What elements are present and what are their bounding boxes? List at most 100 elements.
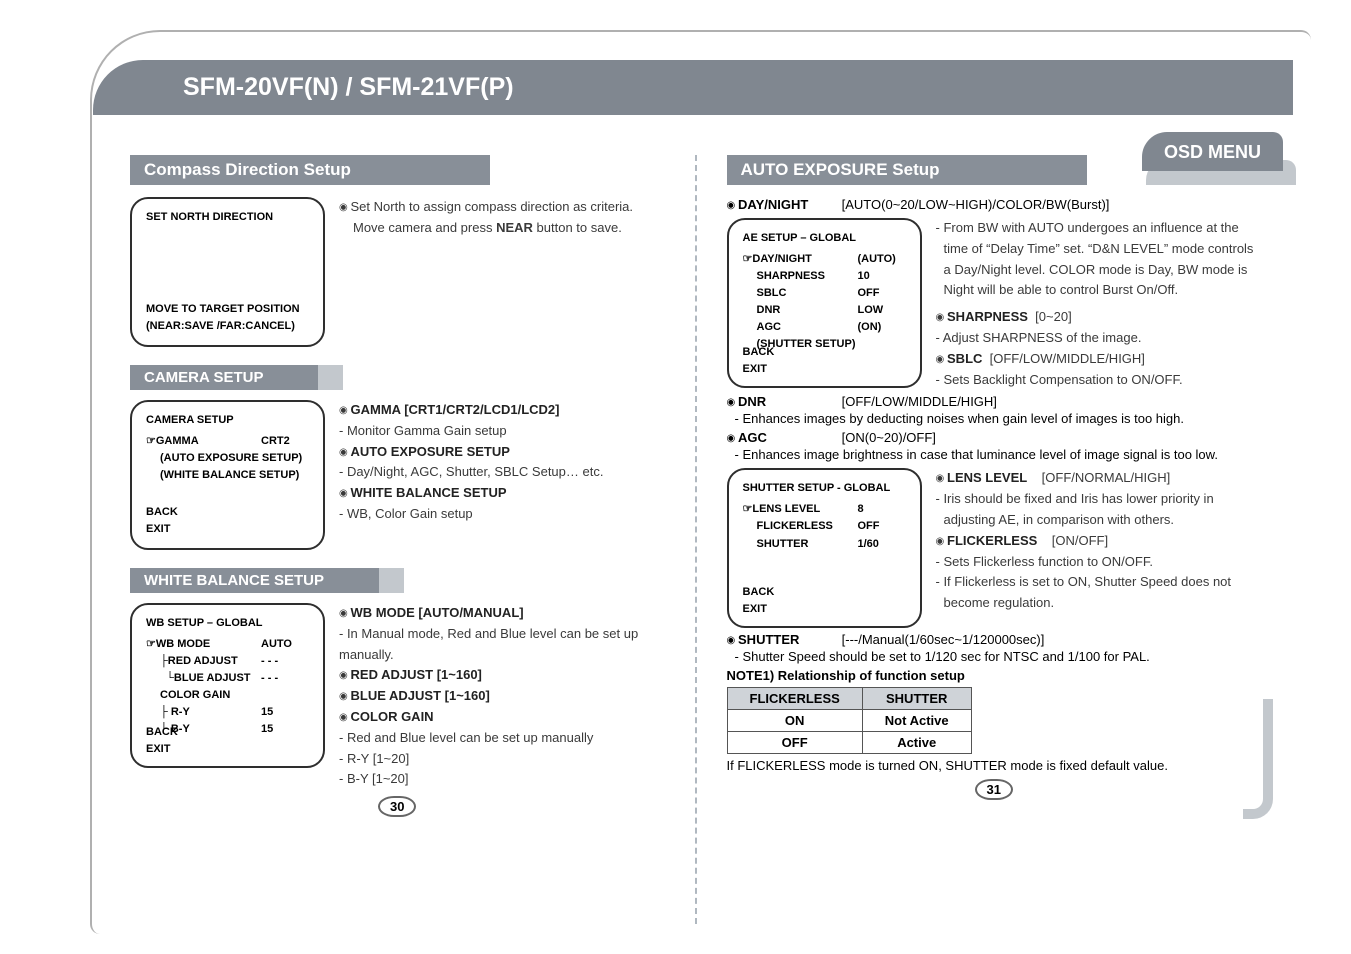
camera-desc: GAMMA [CRT1/CRT2/LCD1/LCD2] - Monitor Ga… — [339, 400, 665, 525]
compass-desc-bullet: Set North to assign compass direction as… — [351, 199, 634, 214]
right-column: AUTO EXPOSURE Setup DAY/NIGHT [AUTO(0~20… — [727, 155, 1262, 924]
ae1-back: BACK — [743, 344, 775, 361]
ae-it2-1s2: - If Flickerless is set to ON, Shutter S… — [936, 572, 1262, 614]
ae1-r3-v: LOW — [858, 302, 906, 319]
ae-note-table: FLICKERLESS SHUTTER ON Not Active OFF Ac… — [727, 687, 972, 754]
camera-box-title: CAMERA SETUP — [146, 412, 309, 429]
nt-r1c1: Active — [862, 732, 971, 754]
ae-desc2: LENS LEVEL [OFF/NORMAL/HIGH] - Iris shou… — [936, 468, 1262, 614]
compass-desc-line: Move camera and press NEAR button to sav… — [353, 220, 622, 235]
ae-it2-0v: [OFF/NORMAL/HIGH] — [1042, 470, 1171, 485]
ae-agc-k: AGC — [738, 430, 838, 445]
ae-it2-1h: FLICKERLESS — [947, 533, 1037, 548]
left-column: Compass Direction Setup SET NORTH DIRECT… — [130, 155, 665, 924]
ae1-exit: EXIT — [743, 361, 775, 378]
wb-r4-l: ├ R-Y — [160, 704, 261, 721]
ae2-r1-v: OFF — [858, 518, 906, 535]
ae-osd-box2: SHUTTER SETUP - GLOBAL LENS LEVEL8 FLICK… — [727, 468, 922, 628]
nt-r1c0: OFF — [727, 732, 862, 754]
ae-note-title: NOTE1) Relationship of function setup — [727, 668, 1262, 683]
camera-d4: WHITE BALANCE SETUP — [351, 485, 507, 500]
ae-desc1: - From BW with AUTO undergoes an influen… — [936, 218, 1262, 390]
nt-r0c1: Not Active — [862, 710, 971, 732]
wb-r0-v: AUTO — [261, 636, 309, 653]
ae-sh-k: SHUTTER — [738, 632, 838, 647]
wb-title: WHITE BALANCE SETUP — [130, 568, 384, 593]
ae-agc-sub: - Enhances image brightness in case that… — [735, 447, 1262, 462]
ae-dnr-line: DNR [OFF/LOW/MIDDLE/HIGH] — [727, 394, 1262, 409]
wb-r5-v: 15 — [261, 721, 309, 738]
ae1-r2-v: OFF — [858, 285, 906, 302]
ae2-r0-l: LENS LEVEL — [752, 501, 857, 518]
camera-r1-l: (AUTO EXPOSURE SETUP) — [160, 450, 309, 467]
ae-it2-0h: LENS LEVEL — [947, 470, 1027, 485]
ae1-r1-v: 10 — [858, 268, 906, 285]
ae-it2-1s: - Sets Flickerless function to ON/OFF. — [936, 552, 1262, 573]
camera-d0: GAMMA [CRT1/CRT2/LCD1/LCD2] — [351, 402, 560, 417]
ae-osd-box1: AE SETUP – GLOBAL DAY/NIGHT(AUTO) SHARPN… — [727, 218, 922, 388]
compass-title: Compass Direction Setup — [130, 155, 490, 185]
wb-d3: BLUE ADJUST [1~160] — [351, 688, 490, 703]
compass-line1: SET NORTH DIRECTION — [146, 209, 309, 226]
ae-it1-0s: - Adjust SHARPNESS of the image. — [936, 328, 1262, 349]
ae-it1-1v: [OFF/LOW/MIDDLE/HIGH] — [990, 351, 1145, 366]
content-area: Compass Direction Setup SET NORTH DIRECT… — [130, 155, 1261, 924]
compass-desc: Set North to assign compass direction as… — [339, 197, 665, 239]
wb-osd-box: WB SETUP – GLOBAL WB MODEAUTO ├RED ADJUS… — [130, 603, 325, 768]
ae-it1-0h: SHARPNESS — [947, 309, 1028, 324]
camera-d5: - WB, Color Gain setup — [339, 504, 665, 525]
osd-tab: OSD MENU — [1142, 132, 1283, 171]
ae2-exit: EXIT — [743, 601, 775, 618]
ae-dn-v: [AUTO(0~20/LOW~HIGH)/COLOR/BW(Burst)] — [842, 197, 1110, 212]
wb-r4-v: 15 — [261, 704, 309, 721]
ae-dn-k: DAY/NIGHT — [738, 197, 838, 212]
ae2-r2-l: SHUTTER — [757, 536, 858, 553]
compass-line3: (NEAR:SAVE /FAR:CANCEL) — [146, 318, 300, 335]
camera-title: CAMERA SETUP — [130, 365, 323, 390]
wb-d7: - B-Y [1~20] — [339, 769, 665, 790]
ae-it1-1s: - Sets Backlight Compensation to ON/OFF. — [936, 370, 1262, 391]
wb-r2-v: - - - — [261, 670, 309, 687]
ae-box2-title: SHUTTER SETUP - GLOBAL — [743, 480, 906, 497]
ae1-r4-v: (ON) — [858, 319, 906, 336]
ae-row1: AE SETUP – GLOBAL DAY/NIGHT(AUTO) SHARPN… — [727, 218, 1262, 390]
ae1-r2-l: SBLC — [757, 285, 858, 302]
wb-r1-l: ├RED ADJUST — [160, 653, 261, 670]
wb-d2: RED ADJUST [1~160] — [351, 667, 482, 682]
wb-d0: WB MODE [AUTO/MANUAL] — [351, 605, 524, 620]
camera-r2-l: (WHITE BALANCE SETUP) — [160, 467, 309, 484]
ae2-r1-l: FLICKERLESS — [757, 518, 858, 535]
ae1-r4-l: AGC — [757, 319, 858, 336]
page-num-left: 30 — [378, 796, 416, 817]
ae-sh-sub: - Shutter Speed should be set to 1/120 s… — [735, 649, 1262, 664]
wb-box-title: WB SETUP – GLOBAL — [146, 615, 309, 632]
ae-it1-0v: [0~20] — [1035, 309, 1072, 324]
ae-daynight-line: DAY/NIGHT [AUTO(0~20/LOW~HIGH)/COLOR/BW(… — [727, 197, 1262, 212]
ae1-r3-l: DNR — [757, 302, 858, 319]
ae-note-foot: If FLICKERLESS mode is turned ON, SHUTTE… — [727, 758, 1262, 773]
camera-d2: AUTO EXPOSURE SETUP — [351, 444, 510, 459]
ae-row2: SHUTTER SETUP - GLOBAL LENS LEVEL8 FLICK… — [727, 468, 1262, 628]
ae-shutter-line: SHUTTER [---/Manual(1/60sec~1/120000sec)… — [727, 632, 1262, 647]
wb-d6: - R-Y [1~20] — [339, 749, 665, 770]
wb-d1: - In Manual mode, Red and Blue level can… — [339, 624, 665, 666]
camera-d3: - Day/Night, AGC, Shutter, SBLC Setup… e… — [339, 462, 665, 483]
ae-desc1-t: - From BW with AUTO undergoes an influen… — [936, 218, 1262, 301]
header-band: SFM-20VF(N) / SFM-21VF(P) — [93, 60, 1293, 115]
wb-r2-l: └BLUE ADJUST — [160, 670, 261, 687]
ae-agc-line: AGC [ON(0~20)/OFF] — [727, 430, 1262, 445]
camera-back: BACK — [146, 504, 178, 521]
camera-exit: EXIT — [146, 521, 178, 538]
wb-row: WB SETUP – GLOBAL WB MODEAUTO ├RED ADJUS… — [130, 603, 665, 790]
ae-agc-v: [ON(0~20)/OFF] — [842, 430, 936, 445]
wb-d5: - Red and Blue level can be set up manua… — [339, 728, 665, 749]
camera-row: CAMERA SETUP GAMMACRT2 (AUTO EXPOSURE SE… — [130, 400, 665, 550]
page-num-right: 31 — [975, 779, 1013, 800]
compass-osd-box: SET NORTH DIRECTION MOVE TO TARGET POSIT… — [130, 197, 325, 347]
wb-r1-v: - - - — [261, 653, 309, 670]
ae2-back: BACK — [743, 584, 775, 601]
nt-h1: SHUTTER — [862, 688, 971, 710]
camera-osd-box: CAMERA SETUP GAMMACRT2 (AUTO EXPOSURE SE… — [130, 400, 325, 550]
ae-it2-0s: - Iris should be fixed and Iris has lowe… — [936, 489, 1262, 531]
ae1-r0-l: DAY/NIGHT — [752, 251, 857, 268]
